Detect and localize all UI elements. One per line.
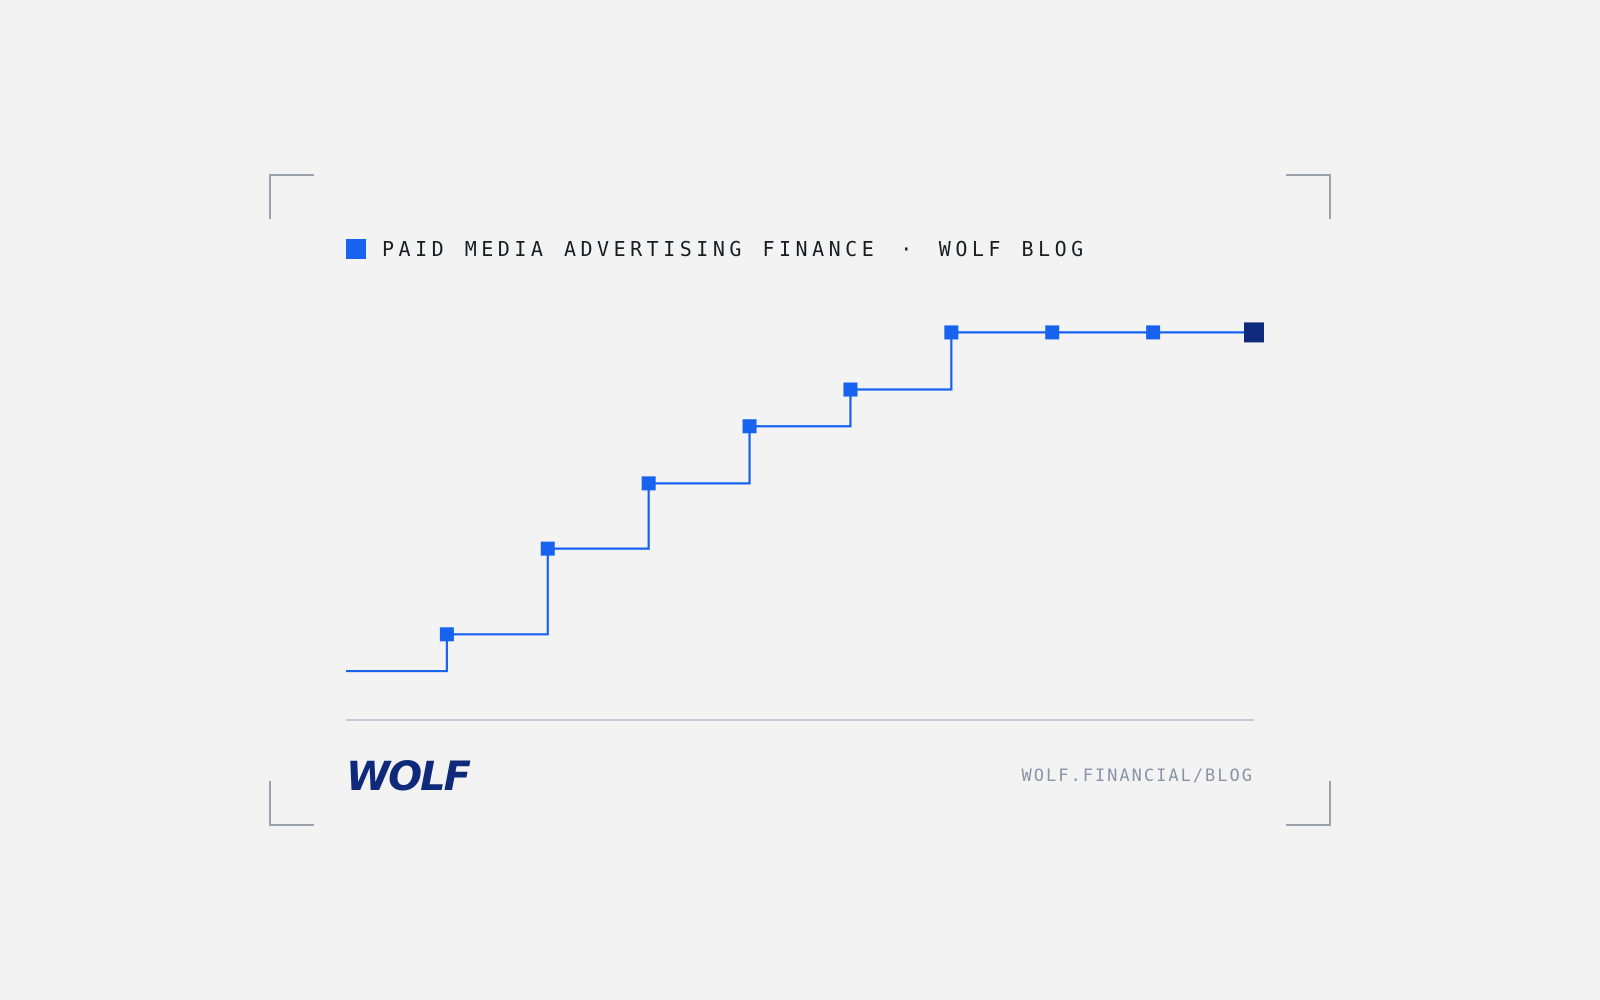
corner xyxy=(1286,781,1331,826)
corner xyxy=(269,781,314,826)
topic: PAID MEDIA ADVERTISING FINANCE xyxy=(382,237,878,261)
plot xyxy=(346,322,1264,673)
step-marker xyxy=(944,325,959,340)
step-marker xyxy=(1045,325,1060,340)
corner xyxy=(269,174,314,219)
step-marker xyxy=(439,627,454,642)
separator: · xyxy=(900,237,917,261)
step-marker xyxy=(641,476,656,491)
logo: WOLF xyxy=(346,754,471,800)
step-line xyxy=(346,331,1254,673)
step-marker xyxy=(742,419,757,434)
step-marker xyxy=(843,382,858,397)
header-square xyxy=(346,239,366,259)
corner-brackets xyxy=(269,174,1331,826)
site: WOLF BLOG xyxy=(939,237,1088,261)
step-marker xyxy=(1146,325,1161,340)
url: WOLF.FINANCIAL/BLOG xyxy=(1022,766,1254,786)
step-marker xyxy=(540,541,555,556)
corner xyxy=(1286,174,1331,219)
header: PAID MEDIA ADVERTISING FINANCE · WOLF BLOG xyxy=(382,237,1088,261)
step-marker xyxy=(1244,322,1264,343)
